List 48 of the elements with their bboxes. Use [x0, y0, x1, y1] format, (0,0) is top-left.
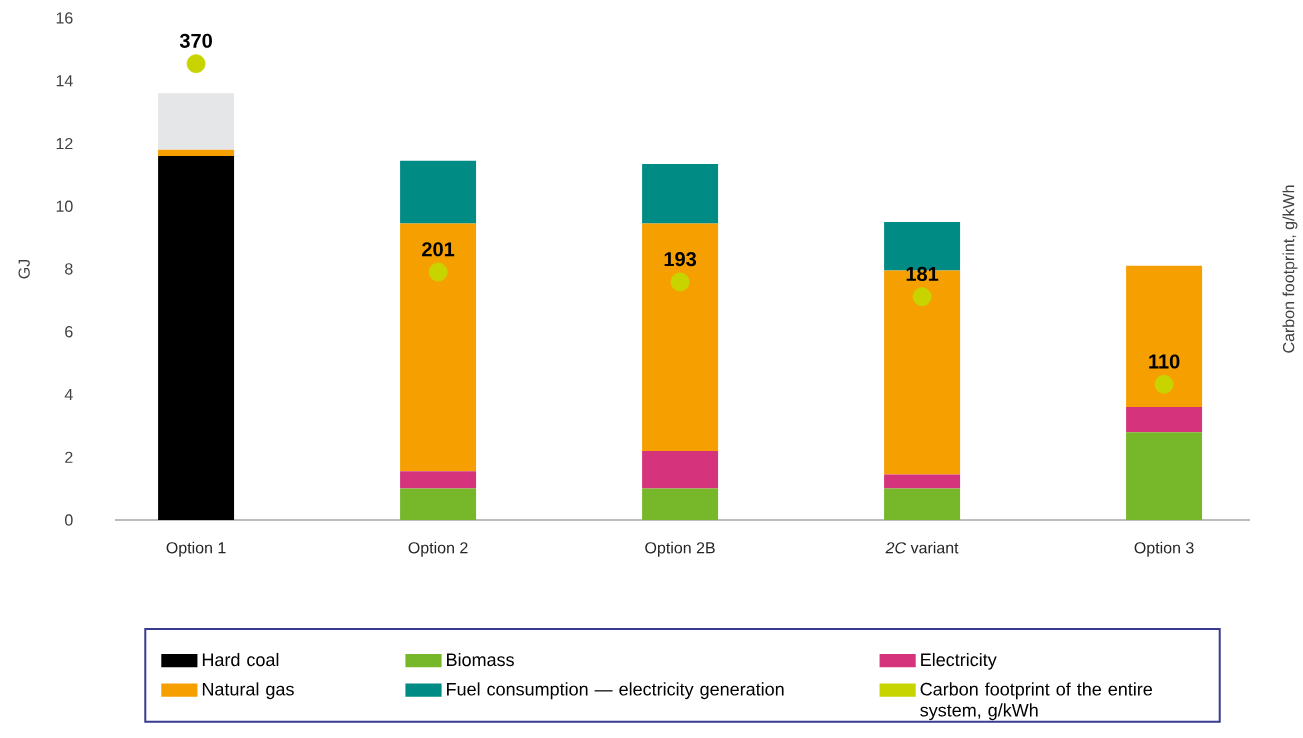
bar	[642, 450, 719, 489]
y-tick-label: 12	[56, 137, 73, 150]
bar	[1126, 432, 1203, 520]
y-tick-label: 2	[65, 451, 73, 463]
y-tick-label: 16	[56, 12, 73, 24]
bar	[158, 156, 235, 520]
x-tick-label: Option 2B	[645, 541, 715, 557]
bar	[642, 488, 719, 520]
bar	[400, 223, 477, 472]
bar	[884, 474, 961, 489]
bar	[158, 93, 235, 150]
data-label: 181	[906, 266, 939, 281]
point	[1154, 374, 1174, 394]
bar	[158, 149, 235, 157]
legend-label: Electricity	[921, 652, 997, 670]
y2-axis-title: Carbon footprint, g/kWh	[1282, 185, 1298, 353]
y-tick-label: 6	[65, 326, 73, 338]
y-tick-label: 14	[56, 75, 73, 87]
bar	[400, 160, 477, 224]
legend-label: Fuel consumption — electricity generation	[447, 682, 784, 700]
bar	[642, 223, 719, 451]
point	[670, 272, 690, 292]
bar	[642, 163, 719, 224]
bar	[400, 471, 477, 489]
data-label: 370	[179, 33, 212, 48]
x-tick-label: 2C variant	[885, 541, 959, 554]
legend-label: Hard coal	[202, 652, 279, 667]
data-label: 193	[664, 252, 697, 267]
legend-label: Carbon footprint of the entire system, g/kWh	[920, 682, 1153, 721]
data-label: 110	[1149, 354, 1180, 369]
point	[912, 287, 932, 307]
legend-label: Biomass	[447, 652, 514, 667]
y-tick-label: 4	[64, 388, 73, 400]
y-tick-label: 8	[65, 263, 73, 275]
x-tick-label: Option 2	[408, 541, 468, 557]
y-axis-title: GJ	[18, 259, 30, 279]
legend-label: Natural gas	[202, 682, 294, 700]
point	[428, 262, 448, 282]
bar	[1126, 265, 1203, 408]
x-tick-label: Option 1	[166, 541, 226, 557]
y-tick-label: 0	[65, 514, 73, 526]
bar	[884, 488, 961, 520]
data-label: 201	[422, 242, 455, 257]
x-tick-label: Option 3	[1134, 541, 1194, 557]
bar	[400, 488, 477, 520]
bar	[1126, 407, 1203, 433]
point	[186, 54, 206, 74]
y-tick-label: 10	[56, 200, 73, 212]
